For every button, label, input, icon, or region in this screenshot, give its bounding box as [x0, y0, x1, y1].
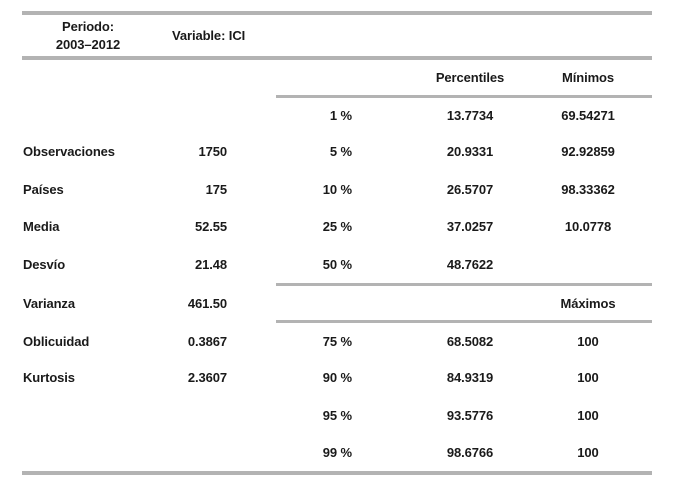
percentile-value: 68.5082 — [446, 333, 494, 349]
table-row: 1 % 13.7734 69.54271 — [22, 98, 652, 133]
table-header-band: Periodo: 2003–2012 Variable: ICI — [22, 15, 652, 56]
maximos-bottom-rule — [276, 320, 652, 323]
percentile-value: 93.5776 — [446, 407, 494, 423]
stat-value: 21.48 — [194, 256, 227, 272]
percentile-label: 90 % — [322, 370, 352, 386]
percentile-label: 75 % — [322, 333, 352, 349]
table-row: Desvío 21.48 50 % 48.7622 — [22, 246, 652, 284]
stat-label: Varianza — [23, 295, 75, 311]
header-bottom-rule — [22, 56, 652, 60]
stat-value: 52.55 — [194, 219, 227, 235]
table-row: Oblicuidad 0.3867 75 % 68.5082 100 — [22, 323, 652, 359]
minimum-value: 92.92859 — [561, 144, 615, 160]
table-row: Observaciones 1750 5 % 20.9331 92.92859 — [22, 133, 652, 171]
stat-value: 461.50 — [187, 295, 227, 311]
variable-label: Variable: ICI — [172, 28, 246, 43]
percentile-value: 13.7734 — [446, 108, 494, 123]
percentile-label: 5 % — [329, 144, 352, 160]
maximum-value: 100 — [577, 333, 599, 349]
percentile-label: 10 % — [322, 181, 352, 197]
minimum-value: 10.0778 — [564, 219, 612, 235]
percentile-value: 48.7622 — [446, 256, 494, 272]
stat-label: Media — [23, 219, 60, 235]
percentiles-header-rule — [276, 95, 652, 98]
percentile-value: 84.9319 — [446, 370, 494, 386]
stat-value: 0.3867 — [187, 333, 227, 349]
percentile-label: 95 % — [322, 407, 352, 423]
maximos-header-row: Varianza 461.50 Máximos — [22, 286, 652, 320]
top-rule — [22, 11, 652, 15]
table-row: 95 % 93.5776 100 — [22, 397, 652, 435]
percentile-value: 98.6766 — [446, 445, 494, 460]
table-row: Media 52.55 25 % 37.0257 10.0778 — [22, 208, 652, 246]
table-row: Países 175 10 % 26.5707 98.33362 — [22, 171, 652, 209]
stat-value: 175 — [205, 181, 227, 197]
statistics-table: Periodo: 2003–2012 Variable: ICI Percent… — [22, 11, 652, 475]
stat-label: Países — [23, 181, 64, 197]
period-label: Periodo: — [62, 18, 114, 34]
minimum-value: 98.33362 — [561, 181, 615, 197]
percentile-label: 99 % — [322, 445, 352, 460]
percentile-label: 1 % — [329, 108, 352, 123]
stat-label: Kurtosis — [23, 370, 75, 386]
maximum-value: 100 — [577, 407, 599, 423]
period-value: 2003–2012 — [55, 36, 121, 52]
minimos-column-header: Mínimos — [561, 70, 615, 85]
stat-label: Observaciones — [23, 144, 115, 160]
stat-label: Desvío — [23, 256, 66, 272]
maximum-value: 100 — [577, 370, 599, 386]
maximum-value: 100 — [577, 445, 599, 460]
stat-label: Oblicuidad — [23, 333, 90, 349]
table-row: 99 % 98.6766 100 — [22, 434, 652, 471]
period-block: Periodo: 2003–2012 — [32, 18, 144, 54]
stat-value: 2.3607 — [187, 370, 227, 386]
maximos-top-rule — [276, 283, 652, 286]
percentiles-column-header: Percentiles — [435, 70, 505, 85]
column-header-row: Percentiles Mínimos — [22, 60, 652, 95]
stat-value: 1750 — [198, 144, 227, 160]
percentile-label: 50 % — [322, 256, 352, 272]
percentile-value: 37.0257 — [446, 219, 494, 235]
maximos-column-header: Máximos — [560, 295, 616, 311]
minimum-value: 69.54271 — [561, 108, 615, 123]
percentile-value: 26.5707 — [446, 181, 494, 197]
bottom-rule — [22, 471, 652, 475]
table-row: Kurtosis 2.3607 90 % 84.9319 100 — [22, 359, 652, 397]
percentile-value: 20.9331 — [446, 144, 494, 160]
percentile-label: 25 % — [322, 219, 352, 235]
